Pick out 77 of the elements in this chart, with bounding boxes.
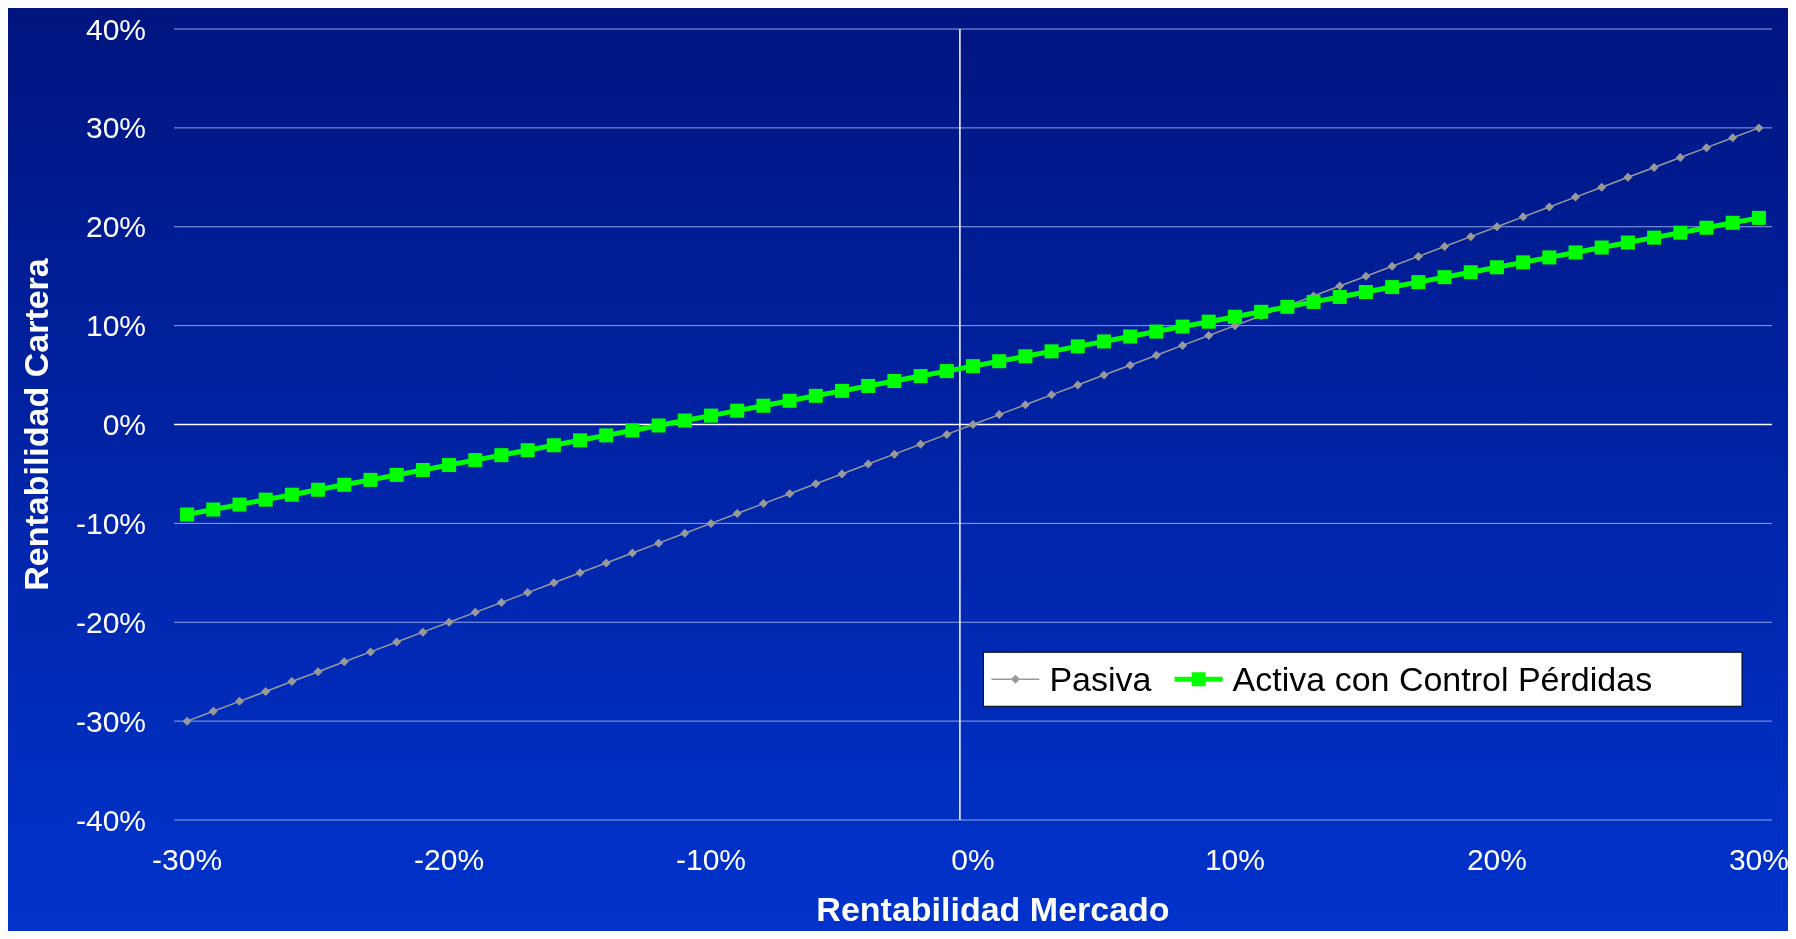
point — [889, 449, 899, 459]
point — [1518, 212, 1528, 222]
x-tick-label: 20% — [1466, 843, 1527, 876]
y-axis-title: Rentabilidad Cartera — [17, 257, 55, 591]
y-tick-label: -30% — [75, 704, 146, 738]
x-tick-label: 0% — [951, 843, 995, 876]
point — [627, 548, 637, 558]
point — [1754, 123, 1764, 133]
point — [339, 657, 349, 667]
point — [261, 686, 271, 696]
point — [785, 489, 795, 499]
point — [313, 667, 323, 677]
point — [444, 617, 454, 627]
y-tick-label: 30% — [85, 111, 146, 145]
x-tick-label: -30% — [152, 843, 223, 876]
point — [916, 439, 926, 449]
point — [706, 518, 716, 528]
point — [549, 578, 559, 588]
point — [1335, 281, 1345, 291]
point — [1073, 380, 1083, 390]
point — [994, 410, 1004, 420]
point — [496, 597, 506, 607]
x-tick-label: 30% — [1728, 843, 1789, 876]
point — [1492, 222, 1502, 232]
x-tick-label: -10% — [676, 843, 747, 876]
point — [1125, 360, 1135, 370]
point — [1728, 133, 1738, 143]
point — [1178, 340, 1188, 350]
point — [575, 568, 585, 578]
point — [968, 420, 978, 429]
point — [365, 647, 375, 657]
point — [1020, 400, 1030, 410]
point — [1675, 153, 1685, 163]
point — [680, 528, 690, 538]
point — [654, 538, 664, 548]
point — [1597, 182, 1607, 192]
point — [182, 716, 192, 726]
point — [287, 677, 297, 687]
point — [1099, 370, 1109, 380]
point — [837, 469, 847, 479]
point — [942, 429, 952, 439]
legend-label: Activa con Control Pérdidas — [1232, 660, 1653, 699]
point — [732, 508, 742, 518]
point — [1387, 261, 1397, 271]
point — [234, 696, 244, 706]
point — [392, 637, 402, 647]
point — [1047, 390, 1057, 400]
point — [523, 588, 533, 598]
point — [863, 459, 873, 469]
point — [1571, 192, 1581, 202]
point — [1440, 242, 1450, 252]
point — [1702, 143, 1712, 153]
y-tick-label: -10% — [75, 506, 146, 540]
y-tick-label: 20% — [85, 210, 146, 244]
x-axis-title: Rentabilidad Mercado — [816, 890, 1170, 928]
point — [208, 706, 218, 716]
point — [1544, 202, 1554, 212]
point — [1151, 350, 1161, 360]
point — [1413, 251, 1423, 261]
legend-label: Pasiva — [1049, 660, 1152, 699]
y-tick-label: 0% — [102, 408, 146, 441]
point — [1649, 162, 1659, 172]
point — [1361, 271, 1371, 281]
point — [758, 499, 768, 509]
y-tick-label: 10% — [85, 309, 146, 343]
point — [601, 558, 611, 568]
point — [418, 627, 428, 637]
point — [1204, 331, 1214, 341]
x-tick-label: -20% — [414, 843, 485, 876]
x-tick-label: 10% — [1204, 843, 1265, 876]
y-tick-label: -40% — [75, 803, 146, 837]
point — [811, 479, 821, 489]
point — [1623, 172, 1633, 182]
point — [470, 607, 480, 617]
point — [1466, 232, 1476, 242]
y-tick-label: 40% — [85, 12, 146, 46]
y-tick-label: -20% — [75, 605, 146, 639]
